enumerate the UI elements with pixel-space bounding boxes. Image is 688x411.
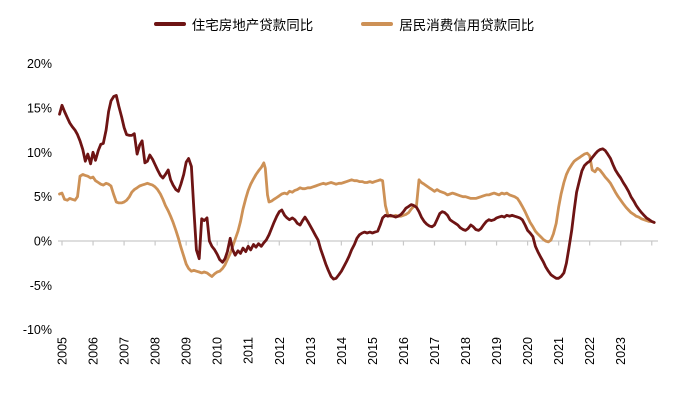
x-axis-tick-label: 2020 <box>521 337 535 365</box>
x-axis-tick-label: 2015 <box>366 337 380 365</box>
series-line-residential-mortgage <box>58 94 656 281</box>
y-axis-tick-label: -10% <box>23 323 52 337</box>
x-axis-tick-label: 2014 <box>335 337 349 365</box>
y-axis-tick-label: 15% <box>27 101 52 115</box>
x-axis-tick-label: 2009 <box>180 337 194 365</box>
y-axis-tick-label: 10% <box>27 146 52 160</box>
x-axis-tick-label: 2010 <box>211 337 225 365</box>
y-axis-tick-label: -5% <box>30 279 52 293</box>
x-axis-tick-label: 2013 <box>304 337 318 365</box>
x-axis-tick-label: 2011 <box>242 337 256 364</box>
legend-line-swatch-maroon <box>153 22 186 26</box>
x-axis-tick-label: 2016 <box>397 337 411 365</box>
x-axis-tick-label: 2019 <box>490 337 504 365</box>
y-axis-tick-label: 0% <box>34 235 52 249</box>
legend-label: 居民消费信用贷款同比 <box>399 18 535 33</box>
legend-line-swatch-tan <box>361 22 394 26</box>
legend-item-residential-loans: 住宅房地产贷款同比 <box>153 14 314 34</box>
x-axis-tick-label: 2005 <box>56 337 70 365</box>
chart-legend: 住宅房地产贷款同比 居民消费信用贷款同比 <box>0 14 688 34</box>
x-axis-tick-label: 2008 <box>149 337 163 365</box>
x-axis-tick-label: 2023 <box>614 337 628 365</box>
legend-label: 住宅房地产贷款同比 <box>191 18 314 33</box>
x-axis-tick-label: 2006 <box>87 337 101 365</box>
x-axis-tick-label: 2021 <box>552 337 566 365</box>
y-axis-tick-label: 5% <box>34 190 52 204</box>
x-axis-tick-label: 2018 <box>459 337 473 365</box>
x-axis-tick-label: 2012 <box>273 337 287 365</box>
legend-item-consumer-credit: 居民消费信用贷款同比 <box>361 14 534 34</box>
y-axis-tick-label: 20% <box>27 57 52 71</box>
x-axis-tick-label: 2022 <box>583 337 597 365</box>
series-line-consumer-credit <box>58 151 656 278</box>
x-axis-tick-label: 2007 <box>118 337 132 365</box>
x-axis-tick-label: 2017 <box>428 337 442 365</box>
